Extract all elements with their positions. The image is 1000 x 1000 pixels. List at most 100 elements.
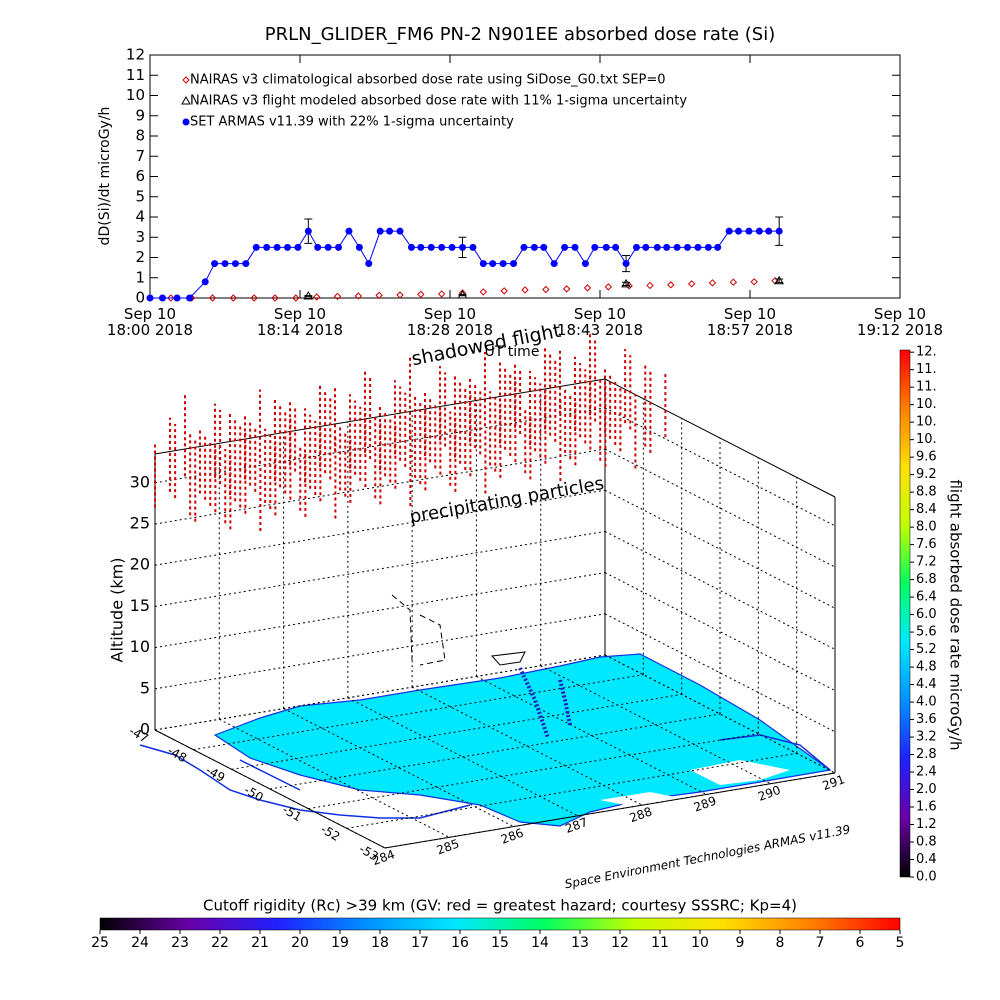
colorbar-tick-label: 19 bbox=[331, 935, 349, 951]
wall-grid-line bbox=[154, 654, 606, 731]
data-point bbox=[622, 260, 630, 268]
colorbar-tick-label: 0.0 bbox=[916, 870, 937, 885]
y-tick-label: -52 bbox=[318, 822, 342, 844]
z-tick-label: 5 bbox=[140, 678, 150, 697]
data-point bbox=[427, 243, 435, 251]
data-point bbox=[591, 243, 599, 251]
flight-track bbox=[518, 667, 572, 739]
data-point bbox=[550, 260, 558, 268]
colorbar-tick-label: 14 bbox=[531, 935, 549, 951]
floor-grid-line bbox=[231, 693, 682, 770]
data-point bbox=[735, 227, 743, 235]
land bbox=[213, 653, 832, 827]
colorbar-tick-label: 1.6 bbox=[916, 800, 937, 815]
data-point bbox=[201, 278, 209, 286]
colorbar-tick-label: 0.4 bbox=[916, 852, 937, 867]
data-point bbox=[396, 291, 404, 299]
data-point bbox=[708, 279, 717, 287]
wall-grid-line bbox=[604, 489, 836, 609]
y-tick-label: 7 bbox=[135, 147, 145, 165]
colorbar-title: flight absorbed dose rate microGy/h bbox=[947, 479, 965, 750]
data-point bbox=[510, 260, 518, 268]
data-point bbox=[252, 243, 260, 251]
z-tick-label: 15 bbox=[130, 596, 150, 615]
colorbar-tick-label: 8 bbox=[776, 935, 785, 951]
floor-grid-line bbox=[346, 752, 797, 829]
chart-title: PRLN_GLIDER_FM6 PN-2 N901EE absorbed dos… bbox=[265, 24, 775, 45]
data-point bbox=[694, 243, 702, 251]
data-point bbox=[750, 278, 758, 286]
data-point bbox=[437, 290, 446, 298]
floor-grid-line bbox=[193, 674, 644, 751]
data-point bbox=[725, 227, 733, 235]
data-point bbox=[602, 243, 610, 251]
y-tick-label: 12 bbox=[126, 46, 145, 64]
colorbar-tick-label: 23 bbox=[171, 935, 189, 951]
z-tick-label: 30 bbox=[130, 472, 150, 491]
data-point bbox=[775, 227, 783, 235]
data-point bbox=[304, 227, 312, 235]
colorbar-tick-label: 6.0 bbox=[916, 607, 937, 622]
colorbar-tick-label: 8.4 bbox=[916, 502, 937, 517]
data-point bbox=[312, 293, 321, 301]
data-point bbox=[562, 285, 571, 293]
y-tick-label: 3 bbox=[135, 228, 145, 246]
error-bar bbox=[775, 278, 784, 284]
colorbar-tick-label: 3.6 bbox=[916, 712, 937, 727]
data-point bbox=[520, 243, 528, 251]
annotation: precipitating particles bbox=[408, 473, 605, 528]
y-tick-label: 1 bbox=[135, 268, 145, 286]
data-point bbox=[583, 284, 592, 292]
colorbar-tick-label: 21 bbox=[251, 935, 269, 951]
z-tick-label: 25 bbox=[130, 514, 150, 533]
data-point bbox=[774, 275, 785, 285]
data-point bbox=[765, 227, 773, 235]
data-point bbox=[625, 282, 633, 290]
data-point bbox=[604, 283, 613, 291]
colorbar-tick-label: 10. bbox=[916, 397, 937, 412]
wall-grid-line bbox=[154, 530, 606, 607]
colorbar-tick-label: 12 bbox=[611, 935, 629, 951]
colorbar bbox=[99, 917, 901, 931]
box-edge bbox=[604, 378, 836, 498]
colorbar-tick-label: 4.4 bbox=[916, 677, 937, 692]
data-point bbox=[673, 243, 681, 251]
data-point bbox=[324, 243, 332, 251]
colorbar-tick-label: 8.8 bbox=[916, 485, 937, 500]
y-tick-label: -50 bbox=[242, 783, 266, 805]
data-point bbox=[284, 243, 291, 251]
legend-label: NAIRAS v3 flight modeled absorbed dose r… bbox=[190, 94, 687, 109]
data-point bbox=[355, 243, 363, 251]
data-point bbox=[263, 243, 271, 251]
data-point bbox=[653, 243, 661, 251]
colorbar-tick-label: 18 bbox=[371, 935, 389, 951]
data-point bbox=[345, 227, 353, 235]
colorbar-tick-label: 10. bbox=[916, 415, 937, 430]
wall-grid-line bbox=[604, 572, 836, 692]
data-point bbox=[250, 294, 258, 302]
data-point bbox=[663, 243, 671, 251]
data-point bbox=[621, 278, 631, 288]
plot-frame bbox=[149, 54, 901, 299]
colorbar-title: Cutoff rigidity (Rc) >39 km (GV: red = g… bbox=[203, 897, 797, 915]
data-point bbox=[294, 243, 302, 251]
colorbar-tick-label: 7.6 bbox=[916, 537, 937, 552]
y-tick-label: 0 bbox=[135, 289, 145, 307]
colorbar-tick-label: 4.8 bbox=[916, 660, 937, 675]
data-point bbox=[500, 287, 508, 295]
data-point bbox=[745, 227, 753, 235]
box-edge bbox=[154, 378, 606, 455]
data-point bbox=[479, 260, 487, 268]
flight-trace bbox=[391, 594, 446, 666]
data-point bbox=[292, 294, 300, 302]
shadow-box bbox=[490, 651, 526, 666]
x-tick-label: Sep 10 18:00 2018 bbox=[106, 305, 194, 339]
data-point bbox=[146, 294, 154, 302]
data-point bbox=[271, 294, 279, 302]
data-point bbox=[642, 243, 650, 251]
data-point bbox=[354, 292, 363, 300]
legend-symbol bbox=[182, 118, 190, 126]
data-point bbox=[221, 260, 229, 268]
